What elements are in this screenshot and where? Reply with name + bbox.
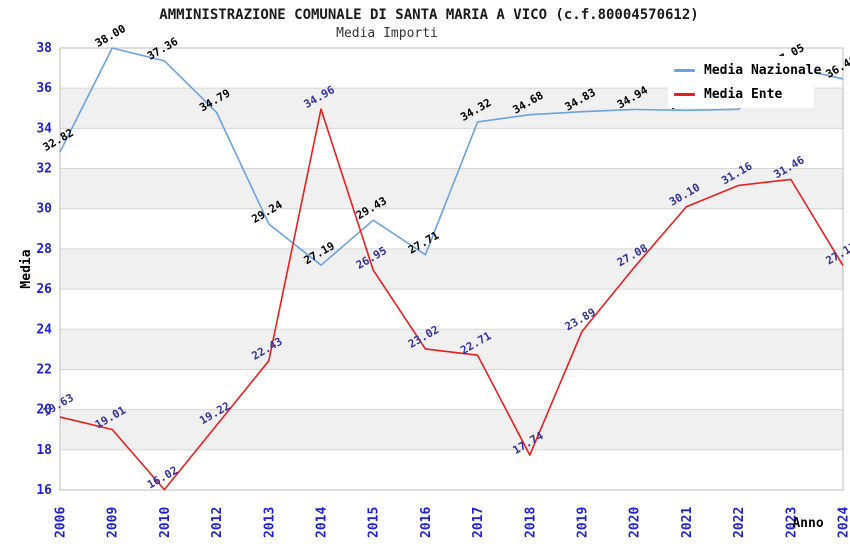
plot-band [60,248,843,290]
chart-title: AMMINISTRAZIONE COMUNALE DI SANTA MARIA … [159,7,699,23]
x-tick-label: 2024 [837,507,850,538]
y-tick-label: 20 [36,403,52,418]
data-point-label: 38.00 [93,22,128,50]
x-tick-label: 2010 [158,507,173,538]
y-axis-title: Media [19,249,34,288]
y-tick-label: 22 [36,362,52,377]
media-nazionale-line-swatch-icon [674,68,695,72]
x-tick-label: 2016 [419,507,434,538]
x-tick-label: 2012 [210,507,225,538]
legend-label: Media Nazionale [704,62,822,78]
legend-item-media-nazionale: Media Nazionale [674,59,821,81]
y-tick-label: 34 [36,121,52,136]
plot-band [60,329,843,370]
y-tick-label: 26 [36,282,52,297]
x-tick-label: 2015 [367,507,382,538]
y-tick-label: 38 [36,41,52,56]
data-point-label: 37.36 [145,35,181,63]
x-tick-label: 2019 [576,507,591,538]
chart-subtitle: Media Importi [336,26,438,41]
data-point-label: 27.17 [824,240,850,268]
media-ente-line-swatch-icon [674,92,695,96]
x-axis-title: Anno [792,516,823,531]
y-tick-label: 28 [36,242,52,257]
x-tick-label: 2014 [315,507,330,538]
chart-legend: Media Nazionale Media Ente [668,56,821,108]
x-tick-label: 2017 [471,507,486,538]
x-tick-label: 2018 [523,507,538,538]
series-line-media-nazionale [59,47,844,266]
plot-frame [59,47,844,491]
x-tick-label: 2006 [54,507,69,538]
x-tick-label: 2020 [628,507,643,538]
y-tick-label: 36 [36,81,52,96]
y-tick-label: 30 [36,202,52,217]
x-tick-label: 2021 [680,507,695,538]
y-tick-label: 18 [36,443,52,458]
x-tick-label: 2009 [106,507,121,538]
x-tick-label: 2022 [732,507,747,538]
y-tick-label: 32 [36,162,52,177]
y-tick-label: 24 [36,322,52,337]
x-tick-label: 2013 [262,507,277,538]
x-tick-label: 2023 [784,507,799,538]
plot-band [60,409,843,450]
y-tick-label: 16 [36,483,52,498]
legend-label: Media Ente [704,86,783,102]
series-line-media-ente [59,108,844,491]
data-point-label: 36.46 [824,53,850,81]
legend-item-media-ente: Media Ente [674,83,814,105]
